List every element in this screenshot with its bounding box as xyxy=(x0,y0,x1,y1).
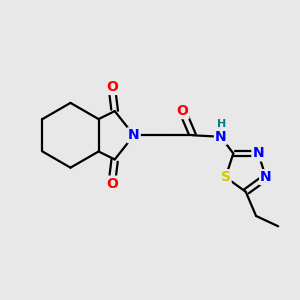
Text: N: N xyxy=(252,146,264,161)
Text: N: N xyxy=(215,130,226,144)
Text: O: O xyxy=(106,177,118,190)
Text: N: N xyxy=(128,128,140,142)
Text: S: S xyxy=(220,170,231,184)
Text: O: O xyxy=(106,80,118,94)
Text: N: N xyxy=(260,170,272,184)
Text: H: H xyxy=(217,119,226,129)
Text: O: O xyxy=(176,104,188,118)
